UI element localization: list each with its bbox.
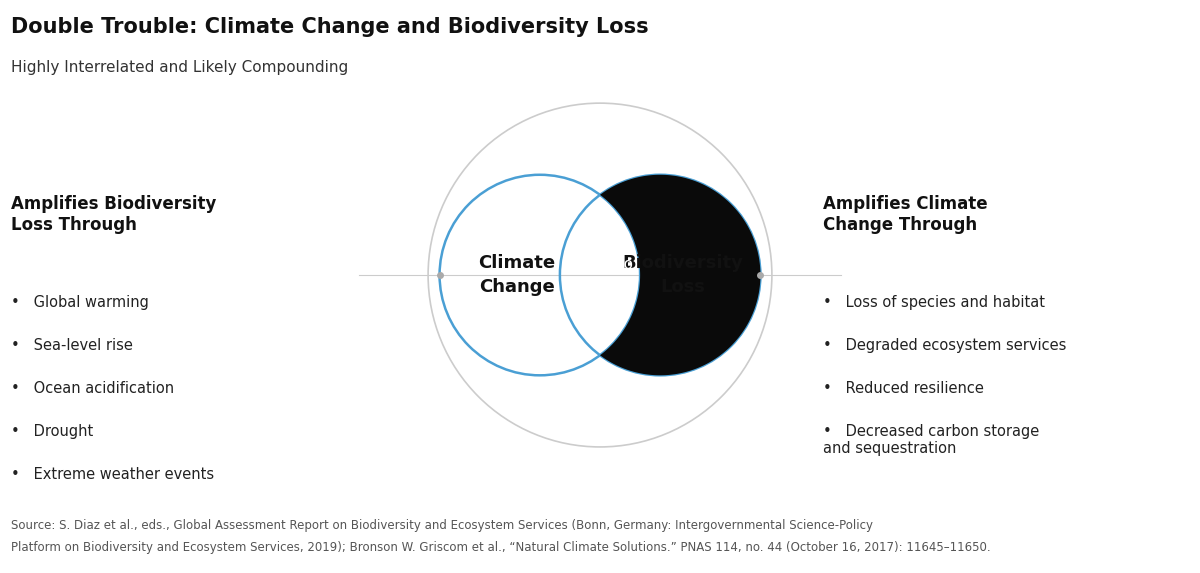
- Text: Twin
Crises to
Tackle
Together: Twin Crises to Tackle Together: [566, 236, 634, 314]
- Text: •   Reduced resilience: • Reduced resilience: [823, 381, 984, 396]
- Text: •   Global warming: • Global warming: [12, 295, 149, 310]
- Polygon shape: [600, 175, 761, 375]
- Text: •   Sea-level rise: • Sea-level rise: [12, 338, 133, 353]
- Text: Climate
Change: Climate Change: [479, 254, 556, 296]
- Text: •   Decreased carbon storage
and sequestration: • Decreased carbon storage and sequestra…: [823, 424, 1039, 457]
- Text: Double Trouble: Climate Change and Biodiversity Loss: Double Trouble: Climate Change and Biodi…: [12, 17, 649, 37]
- Text: •   Loss of species and habitat: • Loss of species and habitat: [823, 295, 1045, 310]
- Text: Amplifies Climate
Change Through: Amplifies Climate Change Through: [823, 195, 988, 234]
- Text: Platform on Biodiversity and Ecosystem Services, 2019); Bronson W. Griscom et al: Platform on Biodiversity and Ecosystem S…: [12, 541, 991, 555]
- Text: Source: S. Diaz et al., eds., Global Assessment Report on Biodiversity and Ecosy: Source: S. Diaz et al., eds., Global Ass…: [12, 519, 874, 532]
- Text: Highly Interrelated and Likely Compounding: Highly Interrelated and Likely Compoundi…: [12, 60, 349, 75]
- Text: •   Degraded ecosystem services: • Degraded ecosystem services: [823, 338, 1067, 353]
- Text: Amplifies Biodiversity
Loss Through: Amplifies Biodiversity Loss Through: [12, 195, 217, 234]
- Text: •   Drought: • Drought: [12, 424, 94, 439]
- Text: Biodiversity
Loss: Biodiversity Loss: [623, 254, 744, 296]
- Text: •   Ocean acidification: • Ocean acidification: [12, 381, 174, 396]
- Text: •   Extreme weather events: • Extreme weather events: [12, 467, 215, 482]
